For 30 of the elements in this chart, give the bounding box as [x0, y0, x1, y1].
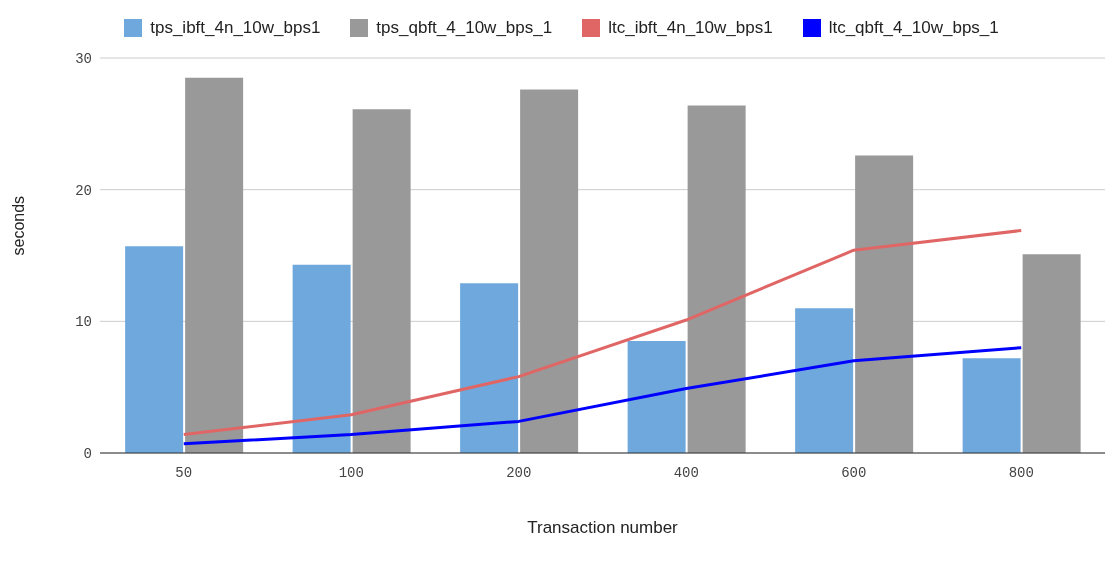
bar	[795, 308, 854, 453]
y-tick-label: 10	[75, 314, 92, 331]
bar	[185, 77, 244, 453]
bar	[460, 283, 519, 453]
bar	[292, 264, 351, 453]
y-tick-label: 0	[83, 445, 92, 462]
bar	[520, 89, 579, 453]
legend-label: tps_qbft_4_10w_bps_1	[375, 18, 553, 38]
bar	[627, 341, 686, 453]
x-tick-label: 400	[673, 464, 699, 481]
bar	[855, 155, 914, 453]
y-axis-title: seconds	[9, 195, 27, 256]
bar	[687, 105, 746, 453]
x-tick-label: 200	[506, 464, 532, 481]
y-tick-label: 20	[75, 182, 92, 199]
x-tick-label: 50	[175, 464, 193, 481]
bar	[962, 358, 1021, 453]
legend-label: ltc_ibft_4n_10w_bps1	[607, 18, 773, 38]
legend-label: tps_ibft_4n_10w_bps1	[149, 18, 321, 38]
bar	[1022, 254, 1081, 453]
y-tick-label: 30	[75, 50, 92, 67]
bar	[125, 246, 184, 453]
legend-label: ltc_qbft_4_10w_bps_1	[827, 18, 999, 38]
x-tick-label: 600	[841, 464, 867, 481]
line-series	[182, 346, 1023, 446]
x-axis-title: Transaction number	[527, 518, 679, 537]
bar	[352, 109, 411, 453]
line-series	[182, 228, 1023, 437]
x-tick-label: 800	[1008, 464, 1034, 481]
x-tick-label: 100	[338, 464, 364, 481]
